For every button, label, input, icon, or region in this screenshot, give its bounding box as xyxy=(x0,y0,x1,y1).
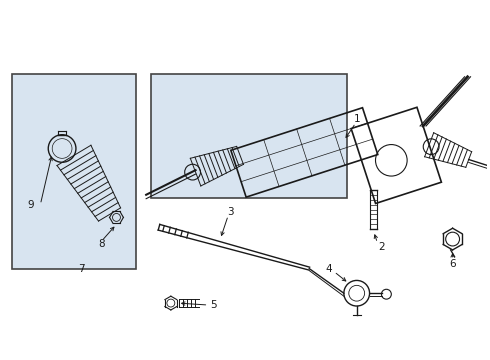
Text: 2: 2 xyxy=(378,242,385,252)
Text: 5: 5 xyxy=(210,300,217,310)
Text: 4: 4 xyxy=(326,264,332,274)
Text: 6: 6 xyxy=(449,259,456,269)
Text: 9: 9 xyxy=(27,199,34,210)
Text: 3: 3 xyxy=(227,207,233,216)
Bar xyxy=(12,74,136,269)
Text: 8: 8 xyxy=(98,239,105,249)
Text: 7: 7 xyxy=(78,264,85,274)
Text: 1: 1 xyxy=(354,114,360,124)
Bar xyxy=(150,74,347,198)
